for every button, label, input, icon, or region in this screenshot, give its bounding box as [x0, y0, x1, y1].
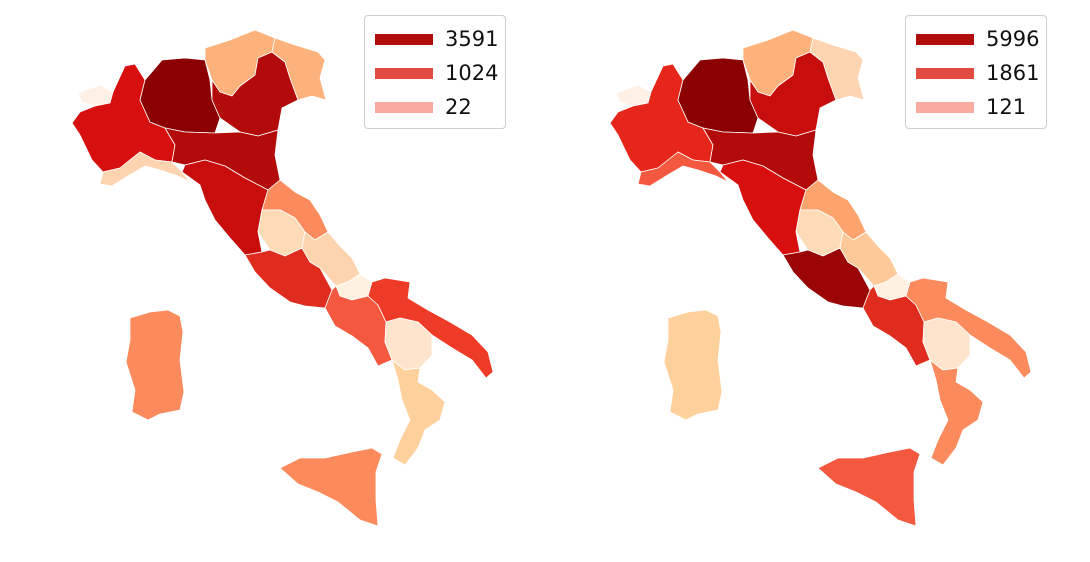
- legend-swatch: [916, 67, 974, 79]
- region-liguria: [637, 151, 729, 187]
- legend-swatch: [916, 101, 974, 113]
- legend-entry: 121: [916, 90, 1036, 124]
- region-abruzzo: [301, 231, 361, 287]
- legend-entry: 22: [375, 90, 495, 124]
- legend-label: 121: [986, 94, 1027, 119]
- legend: 5996 1861 121: [905, 15, 1047, 129]
- legend-label: 22: [445, 94, 472, 119]
- region-valle-daosta: [77, 84, 114, 107]
- map-panel-left: 3591 1024 22: [71, 15, 506, 527]
- region-basilicata: [384, 317, 433, 371]
- region-sardegna: [663, 309, 723, 421]
- region-friuli: [809, 37, 865, 101]
- legend-swatch: [375, 67, 433, 79]
- italy-map-left: [71, 29, 494, 527]
- region-abruzzo: [839, 231, 899, 287]
- map-panel-right: 5996 1861 121: [545, 0, 1090, 562]
- region-sardegna: [125, 309, 185, 421]
- italy-map-right: [609, 29, 1032, 527]
- legend-entry: 3591: [375, 22, 499, 56]
- region-friuli: [271, 37, 327, 101]
- legend-entry: 5996: [916, 22, 1040, 56]
- legend-swatch: [916, 33, 974, 45]
- region-sicilia: [817, 447, 921, 527]
- legend-swatch: [375, 33, 433, 45]
- region-valle-daosta: [615, 84, 652, 107]
- legend-entry: 1861: [916, 56, 1040, 90]
- legend-entry: 1024: [375, 56, 499, 90]
- legend-label: 5996: [986, 26, 1040, 51]
- legend-label: 3591: [445, 26, 499, 51]
- region-basilicata: [922, 317, 971, 371]
- legend-label: 1024: [445, 60, 499, 85]
- region-liguria: [99, 151, 191, 187]
- region-calabria: [391, 359, 446, 466]
- region-sicilia: [279, 447, 383, 527]
- legend: 3591 1024 22: [364, 15, 506, 129]
- legend-label: 1861: [986, 60, 1040, 85]
- region-lazio: [782, 247, 871, 309]
- legend-swatch: [375, 101, 433, 113]
- region-lazio: [244, 247, 333, 309]
- region-calabria: [929, 359, 984, 466]
